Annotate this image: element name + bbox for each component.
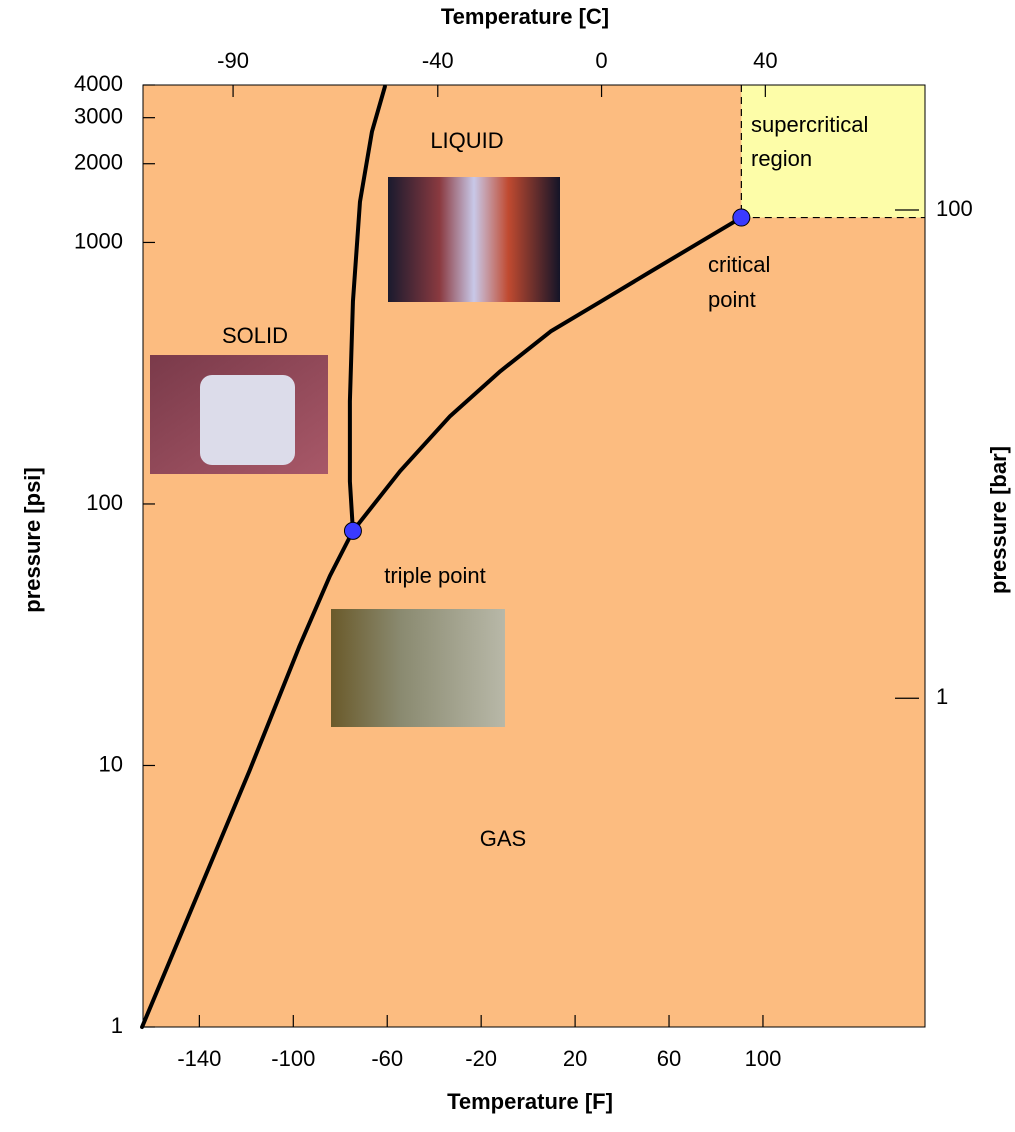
y-tick-label: 1 — [111, 1013, 123, 1038]
x2-axis-title: Temperature [C] — [441, 4, 609, 29]
y-tick-label: 100 — [86, 490, 123, 515]
region-label: region — [751, 146, 812, 171]
critical-point-label: critical — [708, 252, 770, 277]
y2-tick-label: 100 — [936, 196, 973, 221]
y-tick-label: 1000 — [74, 228, 123, 253]
liquid-label: LIQUID — [430, 128, 503, 153]
x-tick-label: 20 — [563, 1046, 587, 1071]
x2-tick-label: 40 — [753, 48, 777, 73]
x-tick-label: 100 — [745, 1046, 782, 1071]
x2-tick-label: -90 — [217, 48, 249, 73]
x2-tick-label: 0 — [595, 48, 607, 73]
gas-label: GAS — [480, 826, 526, 851]
x-tick-label: -20 — [465, 1046, 497, 1071]
phase-point — [733, 209, 750, 226]
x2-tick-label: -40 — [422, 48, 454, 73]
y-tick-label: 10 — [99, 751, 123, 776]
x-axis-title: Temperature [F] — [447, 1089, 613, 1114]
triple-point-label: triple point — [384, 563, 486, 588]
critical-point-label: point — [708, 287, 756, 312]
region-label: supercritical — [751, 112, 868, 137]
solid-label: SOLID — [222, 323, 288, 348]
chart: LIQUID SOLID GAS triple point critical p… — [0, 0, 1015, 1132]
x-tick-label: -140 — [177, 1046, 221, 1071]
y2-axis-title: pressure [bar] — [986, 446, 1011, 594]
y-axis-title: pressure [psi] — [20, 467, 45, 613]
x-tick-label: -100 — [271, 1046, 315, 1071]
y-tick-label: 3000 — [74, 103, 123, 128]
y2-tick-label: 1 — [936, 684, 948, 709]
dry-ice-block — [200, 375, 295, 465]
y-tick-label: 4000 — [74, 71, 123, 96]
liquid-photo — [388, 177, 560, 302]
x-tick-label: -60 — [371, 1046, 403, 1071]
x-tick-label: 60 — [657, 1046, 681, 1071]
phase-point — [344, 522, 361, 539]
y-tick-label: 2000 — [74, 150, 123, 175]
triple-photo — [331, 609, 505, 727]
